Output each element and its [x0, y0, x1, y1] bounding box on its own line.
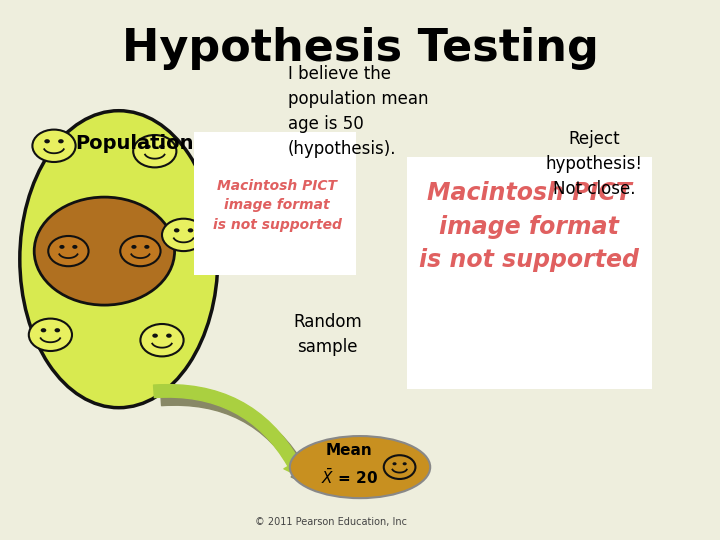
Ellipse shape	[19, 111, 218, 408]
Circle shape	[58, 139, 63, 143]
Circle shape	[145, 145, 150, 149]
Circle shape	[402, 462, 407, 465]
Circle shape	[45, 139, 50, 143]
Circle shape	[159, 145, 164, 149]
Circle shape	[166, 334, 172, 338]
Circle shape	[144, 245, 150, 249]
Ellipse shape	[34, 197, 174, 305]
Circle shape	[120, 236, 161, 266]
FancyBboxPatch shape	[194, 132, 356, 275]
Circle shape	[140, 324, 184, 356]
FancyArrowPatch shape	[161, 393, 310, 486]
Text: Hypothesis Testing: Hypothesis Testing	[122, 27, 598, 70]
Circle shape	[131, 245, 137, 249]
Text: Mean: Mean	[326, 443, 372, 458]
Circle shape	[48, 236, 89, 266]
Text: Reject
hypothesis!
Not close.: Reject hypothesis! Not close.	[546, 130, 642, 198]
Text: $\bar{X}$ = 20: $\bar{X}$ = 20	[320, 468, 378, 488]
Circle shape	[72, 245, 78, 249]
Circle shape	[32, 130, 76, 162]
Text: Population: Population	[76, 133, 194, 153]
Circle shape	[59, 245, 65, 249]
Circle shape	[55, 328, 60, 332]
Circle shape	[384, 455, 415, 479]
Circle shape	[153, 334, 158, 338]
Circle shape	[188, 228, 193, 232]
FancyBboxPatch shape	[407, 157, 652, 389]
Circle shape	[162, 219, 205, 251]
Circle shape	[133, 135, 176, 167]
Text: Macintosh PICT
image format
is not supported: Macintosh PICT image format is not suppo…	[213, 179, 341, 232]
Text: Random
sample: Random sample	[293, 313, 362, 356]
Text: © 2011 Pearson Education, Inc: © 2011 Pearson Education, Inc	[255, 516, 408, 526]
Circle shape	[41, 328, 46, 332]
FancyArrowPatch shape	[153, 384, 303, 478]
Circle shape	[29, 319, 72, 351]
Ellipse shape	[289, 436, 431, 498]
Text: I believe the
population mean
age is 50
(hypothesis).: I believe the population mean age is 50 …	[288, 65, 428, 158]
Circle shape	[392, 462, 397, 465]
Circle shape	[174, 228, 179, 232]
Text: Macintosh PICT
image format
is not supported: Macintosh PICT image format is not suppo…	[419, 181, 639, 272]
